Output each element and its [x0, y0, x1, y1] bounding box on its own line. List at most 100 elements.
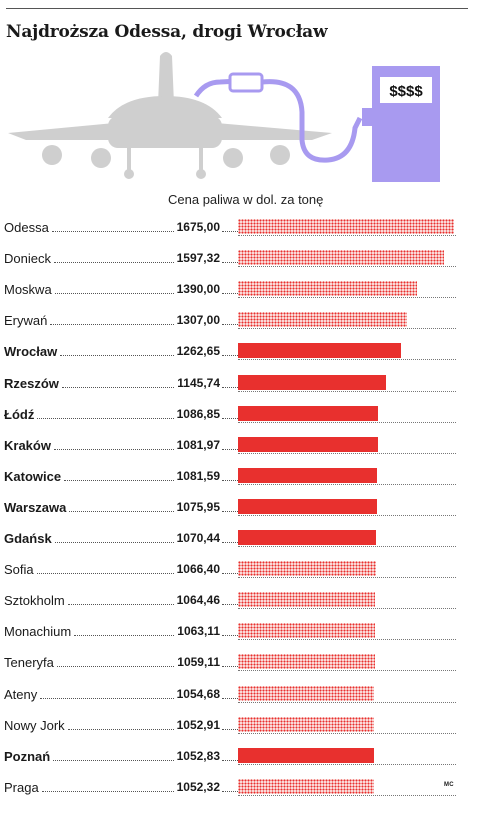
- leader-dots: [222, 479, 238, 481]
- value-label: 1066,40: [176, 562, 220, 577]
- leader-dots: [64, 479, 174, 481]
- row-baseline: [238, 235, 456, 236]
- category-label: Sofia: [4, 562, 34, 578]
- category-label: Kraków: [4, 437, 51, 453]
- value-label: 1063,11: [177, 624, 220, 639]
- leader-dots: [222, 697, 238, 699]
- chart-row: Praga 1052,32: [0, 778, 478, 796]
- row-baseline: [238, 452, 456, 454]
- value-label: 1075,95: [176, 499, 220, 514]
- category-label: Sztokholm: [4, 593, 65, 609]
- row-baseline: [238, 266, 456, 268]
- chart-row: Ateny 1054,68: [0, 685, 478, 703]
- row-baseline: [238, 670, 456, 672]
- leader-dots: [222, 355, 238, 357]
- category-label: Nowy Jork: [4, 717, 65, 733]
- value-label: 1059,11: [177, 655, 220, 670]
- value-label: 1145,74: [177, 375, 220, 390]
- category-label: Odessa: [4, 220, 49, 235]
- bar: [238, 654, 375, 670]
- chart-row: Katowice 1081,59: [0, 467, 478, 485]
- row-baseline: [238, 328, 456, 330]
- chart-row: Gdańsk 1070,44: [0, 529, 478, 547]
- bar: [238, 561, 376, 577]
- value-label: 1064,46: [176, 593, 220, 608]
- bar: [238, 685, 374, 701]
- chart-row: Rzeszów 1145,74: [0, 374, 478, 392]
- leader-dots: [53, 759, 174, 761]
- leader-dots: [222, 386, 238, 388]
- value-label: 1081,97: [176, 437, 220, 452]
- leader-dots: [56, 666, 175, 668]
- top-rule: [6, 8, 468, 9]
- plane-and-fuel-pump-illustration: $$$$: [8, 52, 440, 182]
- leader-dots: [50, 324, 174, 326]
- chart-row: Nowy Jork 1052,91: [0, 716, 478, 734]
- chart-row: Teneryfa 1059,11: [0, 653, 478, 672]
- leader-dots: [74, 635, 175, 637]
- bar: [238, 467, 378, 483]
- chart-row: Łódź 1086,85: [0, 405, 478, 423]
- leader-dots: [53, 448, 174, 450]
- bar: [238, 405, 379, 421]
- bar: [238, 374, 386, 390]
- chart-row: Kraków 1081,97: [0, 436, 478, 454]
- bar: [238, 592, 376, 608]
- leader-dots: [60, 355, 174, 357]
- category-label: Warszawa: [4, 499, 67, 515]
- leader-dots: [37, 417, 174, 419]
- category-label: Teneryfa: [4, 655, 54, 671]
- row-baseline: [238, 390, 456, 392]
- chart-row: Warszawa 1075,95: [0, 498, 478, 516]
- leader-dots: [222, 231, 238, 232]
- chart-row: Odessa 1675,00: [0, 218, 478, 236]
- row-baseline: [238, 608, 456, 610]
- row-baseline: [238, 732, 456, 734]
- leader-dots: [222, 417, 238, 419]
- leader-dots: [222, 604, 238, 606]
- bar: [238, 498, 377, 514]
- category-label: Poznań: [4, 748, 51, 764]
- category-label: Monachium: [4, 624, 72, 640]
- row-baseline: [238, 514, 456, 516]
- author-credit: MC: [444, 782, 454, 788]
- leader-dots: [53, 262, 174, 264]
- bar: [238, 436, 378, 452]
- leader-dots: [222, 324, 238, 326]
- category-label: Gdańsk: [4, 531, 52, 546]
- category-label: Moskwa: [4, 282, 52, 298]
- chart-row: Wrocław 1262,65: [0, 342, 478, 361]
- leader-dots: [222, 790, 238, 792]
- row-baseline: [238, 577, 456, 579]
- category-label: Donieck: [4, 251, 51, 267]
- value-label: 1052,83: [176, 748, 220, 763]
- value-label: 1054,68: [176, 686, 220, 701]
- row-baseline: [238, 546, 456, 547]
- value-label: 1390,00: [176, 282, 220, 297]
- leader-dots: [54, 293, 174, 295]
- leader-dots: [40, 697, 174, 699]
- leader-dots: [36, 573, 174, 575]
- leader-dots: [222, 635, 238, 637]
- bar: [238, 623, 376, 639]
- row-baseline: [238, 483, 456, 485]
- leader-dots: [222, 666, 238, 668]
- value-label: 1052,32: [176, 779, 220, 794]
- chart-row: Sofia 1066,40: [0, 560, 478, 579]
- leader-dots: [51, 231, 174, 232]
- leader-dots: [222, 759, 238, 761]
- chart-row: Moskwa 1390,00: [0, 280, 478, 299]
- airplane-icon: [8, 52, 332, 179]
- row-baseline: [238, 639, 456, 641]
- leader-dots: [54, 542, 174, 543]
- bar: [238, 250, 444, 266]
- leader-dots: [222, 728, 238, 730]
- chart-title: Najdroższa Odessa, drogi Wrocław: [6, 22, 328, 42]
- row-baseline: [238, 297, 456, 299]
- leader-dots: [67, 604, 174, 606]
- leader-dots: [222, 542, 238, 543]
- value-label: 1086,85: [176, 406, 220, 421]
- category-label: Praga: [4, 779, 39, 795]
- chart-row: Monachium 1063,11: [0, 622, 478, 641]
- pump-price-label: $$$$: [389, 83, 423, 100]
